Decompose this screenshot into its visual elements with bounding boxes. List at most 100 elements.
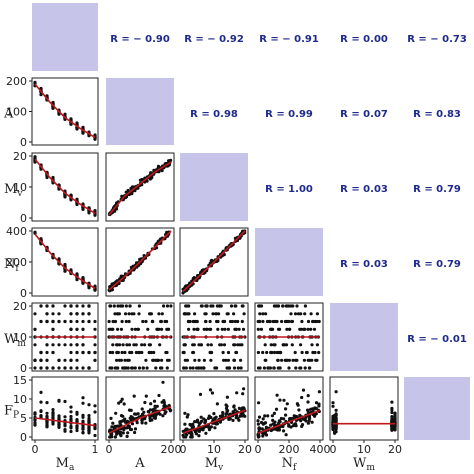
scatter-panel-Mv-vs-A	[105, 152, 175, 222]
data-point	[270, 414, 274, 418]
data-point	[87, 366, 91, 370]
data-point	[140, 350, 144, 355]
data-point	[93, 319, 97, 324]
scatter-panel-Fp-vs-Ma	[31, 376, 99, 441]
data-point	[334, 408, 338, 412]
data-point	[289, 425, 293, 429]
data-point	[140, 421, 144, 425]
data-point	[115, 432, 119, 436]
data-point	[183, 422, 187, 426]
diagonal-cell-A	[106, 78, 174, 145]
data-point	[257, 401, 261, 405]
data-point	[331, 427, 335, 431]
data-point	[116, 366, 120, 370]
data-point	[331, 401, 335, 405]
data-point	[260, 427, 264, 431]
data-point	[306, 421, 310, 425]
data-point	[153, 416, 157, 420]
data-point	[113, 435, 117, 439]
x-tick-label: 200	[279, 443, 300, 456]
data-point	[333, 430, 337, 434]
data-point	[237, 406, 241, 410]
data-point	[222, 343, 227, 347]
data-point	[81, 304, 85, 308]
data-point	[234, 350, 238, 355]
data-point	[224, 358, 228, 362]
data-point	[331, 414, 335, 418]
y-tick-label: 20	[13, 300, 27, 313]
data-point	[208, 319, 212, 324]
data-point	[263, 343, 267, 347]
data-point	[137, 312, 141, 316]
data-point	[69, 343, 73, 347]
data-point	[149, 414, 153, 418]
data-point	[57, 399, 61, 403]
data-point	[39, 319, 43, 324]
data-point	[81, 396, 85, 400]
data-point	[131, 185, 135, 189]
data-point	[87, 419, 91, 423]
data-point	[205, 304, 209, 308]
data-point	[120, 319, 124, 324]
data-point	[315, 319, 319, 324]
data-point	[236, 366, 240, 370]
data-point	[306, 400, 310, 404]
data-point	[69, 405, 73, 409]
data-point	[393, 428, 397, 432]
data-point	[333, 418, 337, 422]
data-point	[203, 312, 207, 316]
fit-line	[108, 230, 172, 291]
data-point	[147, 350, 151, 355]
data-point	[57, 366, 61, 370]
data-point	[226, 350, 231, 355]
data-point	[204, 431, 208, 435]
data-point	[93, 426, 97, 430]
data-point	[81, 327, 85, 331]
data-point	[225, 404, 229, 408]
data-point	[393, 411, 397, 416]
data-point	[291, 358, 295, 362]
data-point	[225, 312, 229, 316]
data-point	[282, 429, 286, 433]
data-point	[63, 319, 67, 324]
data-point	[159, 319, 163, 324]
data-point	[81, 366, 85, 370]
data-point	[57, 343, 61, 347]
data-point	[45, 304, 49, 308]
data-point	[275, 393, 279, 397]
correlation-label: R = 0.00	[340, 34, 388, 45]
scatter-panel-Wm-vs-Mv	[179, 302, 249, 372]
scatter-panel-Nf-vs-Mv	[179, 227, 249, 297]
data-point	[69, 410, 73, 414]
x-tick-label: 0	[255, 443, 262, 456]
data-point	[185, 312, 189, 316]
data-point	[258, 304, 262, 308]
data-point	[226, 358, 230, 362]
data-point	[217, 312, 221, 316]
data-point	[258, 366, 262, 370]
y-tick-label: 0	[20, 136, 27, 149]
data-point	[69, 414, 73, 419]
data-point	[204, 319, 208, 324]
data-point	[261, 434, 265, 438]
data-point	[199, 343, 203, 347]
data-point	[69, 304, 73, 308]
fit-line	[182, 409, 246, 434]
data-point	[154, 366, 158, 370]
correlation-label: R = 1.00	[265, 184, 313, 195]
data-point	[51, 304, 55, 308]
data-point	[151, 319, 155, 324]
data-point	[295, 304, 299, 308]
data-point	[390, 408, 394, 412]
data-point	[124, 304, 128, 308]
data-point	[221, 411, 225, 415]
data-point	[69, 358, 73, 362]
data-point	[169, 304, 173, 308]
data-point	[293, 312, 298, 316]
data-point	[238, 343, 242, 347]
data-point	[312, 327, 317, 331]
data-point	[202, 358, 206, 362]
data-point	[263, 414, 267, 418]
data-point	[314, 406, 318, 410]
